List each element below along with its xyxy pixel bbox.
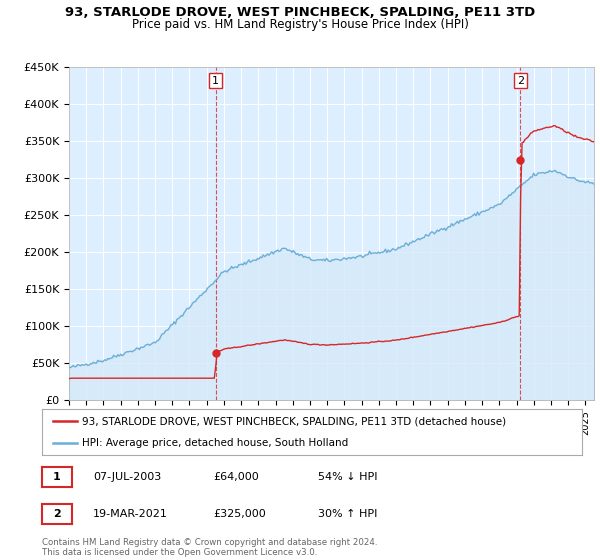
Text: 54% ↓ HPI: 54% ↓ HPI [318,472,377,482]
Text: £325,000: £325,000 [213,509,266,519]
Text: 2: 2 [517,76,524,86]
Text: £64,000: £64,000 [213,472,259,482]
Text: 93, STARLODE DROVE, WEST PINCHBECK, SPALDING, PE11 3TD: 93, STARLODE DROVE, WEST PINCHBECK, SPAL… [65,6,535,18]
Text: 07-JUL-2003: 07-JUL-2003 [93,472,161,482]
Text: 30% ↑ HPI: 30% ↑ HPI [318,509,377,519]
Text: 1: 1 [53,472,61,482]
Text: Price paid vs. HM Land Registry's House Price Index (HPI): Price paid vs. HM Land Registry's House … [131,18,469,31]
Text: HPI: Average price, detached house, South Holland: HPI: Average price, detached house, Sout… [83,438,349,448]
Text: 2: 2 [53,509,61,519]
Text: Contains HM Land Registry data © Crown copyright and database right 2024.
This d: Contains HM Land Registry data © Crown c… [42,538,377,557]
Text: 1: 1 [212,76,219,86]
Text: 19-MAR-2021: 19-MAR-2021 [93,509,168,519]
Text: 93, STARLODE DROVE, WEST PINCHBECK, SPALDING, PE11 3TD (detached house): 93, STARLODE DROVE, WEST PINCHBECK, SPAL… [83,416,506,426]
